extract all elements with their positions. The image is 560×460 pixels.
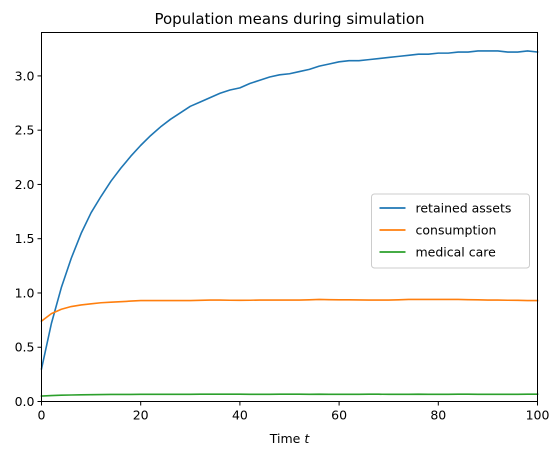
- y-tick-label: 2.0: [15, 177, 35, 192]
- x-tick-label: 40: [232, 408, 248, 423]
- axes-frame: [41, 32, 538, 402]
- y-tick-label: 1.5: [15, 231, 35, 246]
- y-tick-label: 1.0: [15, 285, 35, 300]
- y-tick-label: 3.0: [15, 68, 35, 83]
- x-axis: 0 20 40 60 80 100: [38, 401, 550, 423]
- series-line-3: [40, 393, 539, 397]
- y-tick-label: 2.5: [15, 123, 35, 138]
- legend-label-3: medical care: [416, 245, 497, 260]
- x-axis-label-text: Time: [269, 431, 301, 446]
- x-tick-label: 0: [38, 408, 46, 423]
- x-axis-label-variable: t: [304, 431, 310, 446]
- y-axis: 0.0 0.5 1.0 1.5 2.0 2.5 3.0: [15, 68, 42, 409]
- y-tick-label: 0.5: [15, 340, 35, 355]
- x-axis-label: Time t: [269, 431, 311, 446]
- legend-label-1: retained assets: [416, 201, 512, 216]
- x-tick-label: 80: [430, 408, 446, 423]
- chart-title: Population means during simulation: [154, 10, 424, 28]
- series-line-2: [40, 298, 539, 323]
- x-tick-label: 60: [331, 408, 347, 423]
- legend-box: [371, 193, 530, 269]
- plot-lines: [40, 50, 539, 397]
- legend-label-2: consumption: [416, 223, 497, 238]
- series-line-1: [40, 50, 539, 370]
- x-tick-label: 100: [526, 408, 550, 423]
- legend: retained assets consumption medical care: [371, 193, 530, 269]
- y-tick-label: 0.0: [15, 394, 35, 409]
- x-tick-label: 20: [133, 408, 149, 423]
